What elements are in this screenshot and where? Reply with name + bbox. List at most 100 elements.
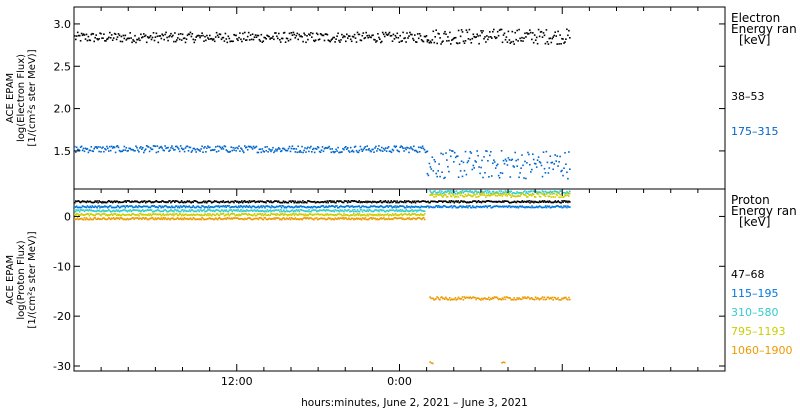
proton-data-point [231, 213, 234, 215]
proton-data-point [216, 205, 219, 208]
proton-data-point [145, 213, 148, 216]
proton-data-point [341, 214, 343, 217]
proton-data-point [133, 206, 135, 208]
proton-data-point [201, 217, 203, 219]
proton-data-point [315, 217, 317, 220]
electron-data-point [122, 34, 125, 37]
electron-data-point [350, 150, 353, 153]
electron-data-point [163, 38, 165, 41]
electron-data-point [109, 149, 112, 152]
electron-data-point [148, 36, 151, 39]
electron-data-point [569, 168, 571, 170]
proton-data-point [465, 201, 467, 203]
electron-data-point [287, 40, 290, 42]
proton-data-point [477, 196, 479, 198]
electron-data-point [554, 154, 556, 156]
proton-data-point [450, 205, 453, 207]
proton-data-point [262, 201, 264, 203]
proton-data-point [485, 196, 487, 198]
electron-data-point [459, 170, 462, 172]
proton-data-point [134, 217, 136, 219]
proton-data-point [139, 205, 141, 208]
proton-data-point [442, 200, 445, 202]
proton-data-point [421, 210, 423, 212]
proton-data-point [218, 201, 221, 204]
proton-data-point [492, 297, 495, 300]
proton-data-point [168, 210, 170, 212]
proton-data-point [287, 210, 290, 213]
electron-data-point [366, 145, 368, 147]
proton-data-point [435, 205, 437, 207]
proton-data-point [82, 209, 85, 211]
proton-data-point [302, 200, 304, 202]
proton-data-point [486, 194, 488, 197]
electron-data-point [275, 32, 277, 34]
proton-data-point [455, 299, 458, 301]
proton-data-point [183, 205, 186, 207]
electron-data-point [401, 40, 403, 42]
proton-data-point [106, 218, 108, 221]
proton-data-point [333, 205, 335, 208]
proton-data-point [244, 209, 246, 212]
proton-data-point [245, 213, 247, 215]
proton-data-point [449, 205, 452, 208]
proton-data-point [109, 209, 111, 212]
proton-data-point [218, 217, 221, 219]
proton-data-point [555, 193, 557, 195]
electron-data-point [474, 160, 476, 162]
proton-data-point [407, 210, 409, 212]
proton-data-point [396, 205, 398, 207]
proton-data-point [412, 213, 414, 216]
proton-data-point [488, 195, 491, 197]
proton-data-point [307, 200, 310, 202]
proton-data-point [139, 201, 141, 204]
proton-data-point [429, 190, 431, 192]
proton-data-point [459, 191, 462, 193]
electron-series-1 [74, 145, 571, 180]
proton-data-point [415, 214, 417, 216]
proton-data-point [510, 196, 512, 198]
electron-data-point [83, 34, 86, 36]
proton-data-point [110, 218, 112, 221]
proton-data-point [272, 209, 274, 212]
proton-data-point [215, 200, 218, 203]
electron-data-point [354, 145, 357, 148]
electron-data-point [279, 41, 282, 43]
proton-data-point [433, 299, 435, 301]
proton-data-point [545, 298, 548, 300]
proton-data-point [284, 200, 287, 203]
proton-data-point [162, 213, 165, 215]
proton-data-point [120, 205, 123, 208]
proton-data-point [124, 218, 127, 221]
proton-data-point [104, 213, 106, 215]
proton-data-point [356, 213, 359, 215]
electron-data-point [481, 31, 483, 34]
electron-data-point [149, 147, 152, 149]
proton-data-point [498, 194, 501, 196]
proton-data-point [187, 206, 190, 208]
proton-data-point [140, 201, 142, 203]
electron-data-point [211, 39, 214, 41]
proton-data-point [232, 206, 234, 208]
proton-data-point [564, 200, 566, 202]
proton-data-point [435, 201, 437, 203]
proton-data-point [138, 201, 140, 204]
proton-data-point [503, 206, 505, 208]
proton-data-point [250, 218, 253, 221]
electron-data-point [99, 146, 101, 148]
proton-data-point [543, 206, 546, 209]
electron-data-point [410, 33, 412, 36]
proton-data-point [245, 201, 248, 203]
electron-ytick-label: 2.5 [54, 60, 72, 73]
electron-data-point [337, 146, 339, 149]
electron-data-point [230, 40, 232, 42]
electron-data-point [519, 37, 521, 40]
electron-data-point [513, 166, 515, 168]
electron-data-point [538, 35, 541, 38]
proton-data-point [396, 217, 399, 220]
electron-data-point [311, 151, 313, 153]
proton-data-point [132, 217, 134, 219]
proton-data-point [318, 209, 321, 211]
proton-data-point [460, 191, 463, 194]
proton-data-point [142, 209, 144, 211]
